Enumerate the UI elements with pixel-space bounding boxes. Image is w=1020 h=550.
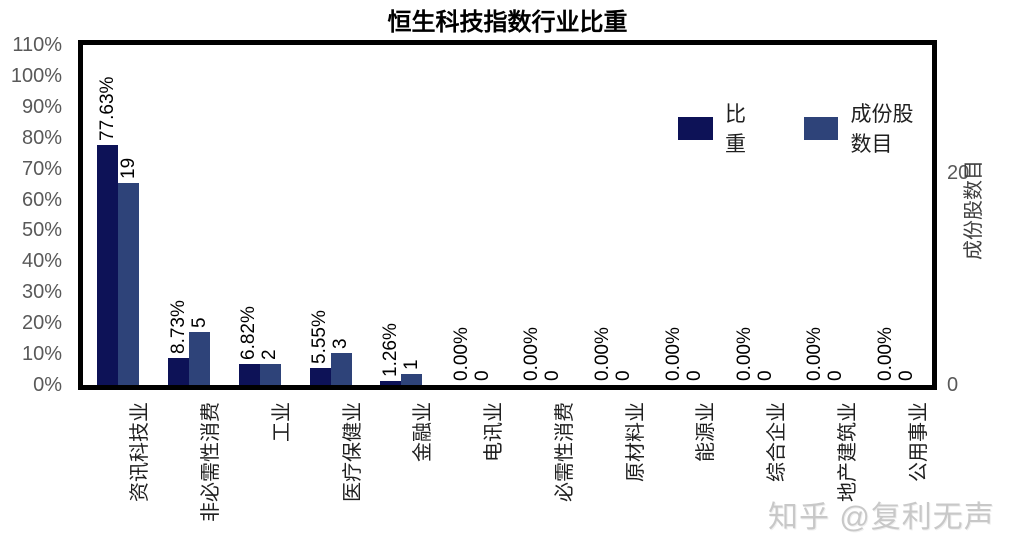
right-axis-title: 成份股数目 [963, 160, 985, 260]
count-data-label: 2 [259, 349, 281, 360]
weight-data-label: 0.00% [662, 327, 684, 381]
weight-data-label: 8.73% [167, 300, 189, 354]
y-tick-label-left: 90% [21, 95, 62, 118]
count-bar [401, 374, 423, 385]
count-data-label: 19 [117, 157, 139, 180]
count-data-label: 5 [188, 317, 210, 328]
legend-label-count: 成份股数目 [850, 103, 914, 156]
weight-data-label: 0.00% [450, 327, 472, 381]
count-bar [330, 353, 352, 385]
count-data-label: 1 [400, 359, 422, 371]
watermark: 知乎 @复利无声 [768, 501, 995, 534]
legend-swatch-weight [678, 116, 713, 140]
y-tick-label-left: 30% [21, 281, 62, 304]
count-data-label: 0 [683, 370, 705, 381]
y-tick-label-left: 50% [21, 219, 62, 242]
y-tick-label-left: 110% [12, 34, 62, 56]
count-data-label: 0 [754, 370, 776, 381]
x-tick-label: 必需性消费 [553, 402, 576, 502]
count-data-label: 0 [896, 370, 918, 381]
x-tick-label: 电讯业 [483, 402, 506, 462]
count-data-label: 0 [825, 370, 847, 381]
y-tick-label-left: 40% [21, 250, 62, 273]
x-tick-label: 工业 [270, 402, 293, 442]
y-tick-label-left: 0% [33, 374, 62, 396]
y-tick-label-left: 20% [21, 312, 62, 335]
count-data-label: 0 [542, 370, 564, 381]
x-tick-label: 原材料业 [624, 402, 647, 482]
weight-data-label: 0.00% [804, 327, 826, 381]
weight-data-label: 1.26% [379, 323, 401, 378]
legend-swatch-count [803, 116, 839, 140]
x-tick-label: 金融业 [412, 402, 435, 462]
y-tick-label-left: 60% [21, 188, 62, 211]
x-tick-label: 资讯科技业 [129, 402, 152, 502]
weight-bar [380, 381, 402, 385]
plot-area: 77.63% 19 8.73% 5 6.82% 2 5.55% 3 1.26% 1 0.00% 0 0.… [78, 40, 937, 390]
y-tick-label-right: 0 [947, 374, 959, 396]
y-tick-label-left: 10% [21, 343, 62, 366]
y-tick-label-left: 80% [21, 126, 62, 149]
legend: 比重 成份股数目 [678, 98, 932, 158]
weight-data-label: 77.63% [96, 76, 118, 142]
plot-inner: 77.63% 19 8.73% 5 6.82% 2 5.55% 3 1.26% 1 0.00% 0 0.… [83, 45, 932, 385]
weight-data-label: 0.00% [592, 327, 614, 381]
x-tick-label: 医疗保健业 [341, 402, 364, 502]
y-tick-label-left: 70% [21, 157, 62, 180]
x-tick-label: 综合企业 [766, 402, 789, 482]
weight-data-label: 0.00% [875, 327, 897, 381]
weight-bar [97, 145, 119, 385]
count-bar [118, 183, 140, 385]
x-tick-label: 地产建筑业 [836, 402, 859, 502]
chart-title: 恒生科技指数行业比重 [387, 9, 628, 36]
weight-bar [309, 367, 331, 385]
weight-data-label: 5.55% [309, 309, 331, 364]
weight-data-label: 6.82% [238, 306, 260, 360]
x-tick-label: 非必需性消费 [200, 402, 223, 522]
y-tick-label-right: 20 [947, 161, 970, 184]
legend-label-weight: 比重 [724, 103, 746, 156]
y-tick-label-left: 100% [10, 64, 62, 87]
x-tick-label: 公用事业 [907, 402, 930, 482]
count-bar [259, 363, 281, 385]
count-bar [189, 331, 211, 385]
weight-data-label: 0.00% [521, 327, 543, 381]
count-data-label: 3 [330, 338, 352, 350]
weight-data-label: 0.00% [733, 327, 755, 381]
count-data-label: 0 [613, 370, 635, 381]
x-tick-label: 能源业 [695, 402, 718, 462]
weight-bar [238, 363, 260, 385]
weight-bar [168, 358, 190, 385]
count-data-label: 0 [471, 370, 493, 381]
